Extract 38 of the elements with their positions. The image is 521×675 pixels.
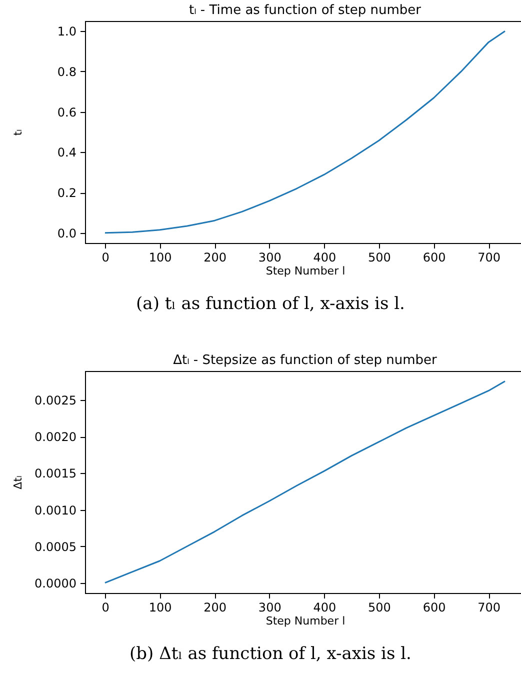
x-tick-label: 700: [478, 600, 501, 614]
x-tick-label: 0: [102, 600, 110, 614]
x-tick-label: 200: [204, 600, 227, 614]
x-tick-label: 400: [313, 250, 336, 264]
y-tick-label: 0.0025: [34, 394, 76, 408]
y-tick-label: 1.0: [57, 24, 76, 39]
y-tick-label: 0.0000: [34, 576, 76, 590]
y-tick-label: 0.0020: [34, 430, 76, 444]
x-tick-label: 400: [313, 600, 336, 614]
y-tick-label: 0.0015: [34, 466, 76, 481]
x-tick-label: 700: [478, 250, 501, 264]
x-tick-label: 500: [368, 250, 391, 264]
x-tick-label: 200: [204, 250, 227, 264]
line-series: [104, 380, 506, 584]
x-tick-label: 100: [148, 250, 172, 264]
x-tick-label: 600: [422, 250, 446, 264]
x-tick-label: 300: [258, 250, 282, 264]
x-axis-title: Step Number l: [266, 264, 346, 278]
y-tick-label: 0.2: [57, 186, 76, 200]
text: (b) Δtₗ as function of l, x-axis is l.: [128, 644, 412, 664]
y-tick-label: 0.0: [57, 226, 76, 240]
y-tick-label: 0.6: [57, 105, 76, 120]
y-axis-title: Δtₗ: [12, 476, 24, 490]
x-tick-label: 0: [102, 250, 110, 264]
y-tick-label: 0.4: [57, 146, 76, 160]
y-tick-label: 0.8: [57, 64, 76, 79]
x-tick-label: 500: [368, 600, 391, 614]
y-axis-title: tₗ: [12, 129, 24, 136]
x-axis-title: Step Number l: [266, 614, 346, 628]
x-tick-label: 300: [258, 600, 282, 614]
text: (a) tₗ as function of l, x-axis is l.: [135, 294, 406, 314]
x-tick-label: 100: [148, 600, 172, 614]
chart-title: Δtₗ - Stepsize as function of step number: [173, 353, 438, 368]
line-series: [104, 30, 506, 234]
x-tick-label: 600: [422, 600, 446, 614]
y-tick-label: 0.0005: [34, 540, 76, 554]
chart-title: tₗ - Time as function of step number: [189, 3, 422, 18]
y-tick-label: 0.0010: [34, 503, 76, 518]
